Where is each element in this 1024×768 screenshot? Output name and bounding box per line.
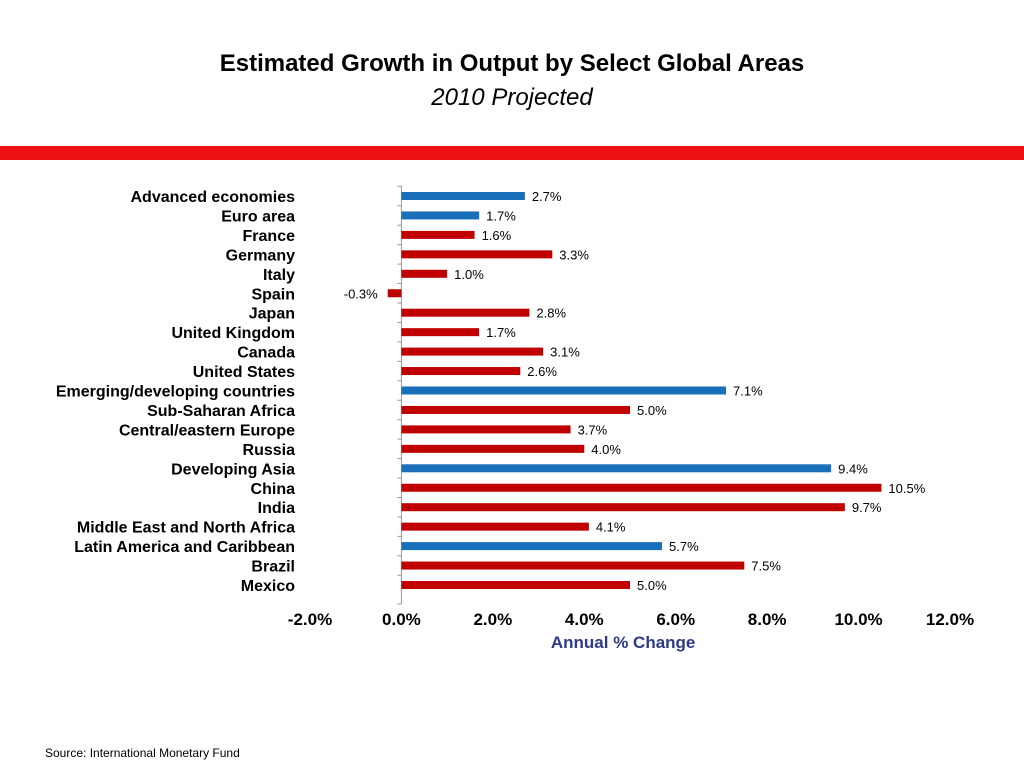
bar bbox=[401, 444, 585, 453]
category-label: United Kingdom bbox=[171, 325, 295, 342]
bar bbox=[401, 483, 882, 492]
category-label: Central/eastern Europe bbox=[119, 422, 295, 439]
chart-subtitle: 2010 Projected bbox=[431, 84, 593, 111]
x-tick-label: 12.0% bbox=[926, 610, 974, 629]
chart-title: Estimated Growth in Output by Select Glo… bbox=[219, 50, 805, 77]
bar bbox=[401, 308, 530, 317]
bar bbox=[401, 522, 589, 531]
bar bbox=[401, 269, 448, 278]
source-note: Source: International Monetary Fund bbox=[45, 746, 240, 760]
bar bbox=[401, 347, 544, 356]
x-tick-label: 0.0% bbox=[382, 610, 421, 629]
data-label: 4.1% bbox=[596, 520, 626, 535]
data-label: 7.1% bbox=[733, 384, 763, 399]
data-label: 1.6% bbox=[482, 228, 512, 243]
x-tick-label: 10.0% bbox=[834, 610, 882, 629]
x-tick-label: 2.0% bbox=[473, 610, 512, 629]
category-label: Mexico bbox=[241, 578, 295, 595]
data-label: 10.5% bbox=[888, 481, 925, 496]
data-label: -0.3% bbox=[344, 286, 378, 301]
x-tick-label: 4.0% bbox=[565, 610, 604, 629]
data-label: 2.8% bbox=[536, 306, 566, 321]
category-label: Brazil bbox=[251, 559, 295, 576]
bar bbox=[401, 328, 480, 337]
bar bbox=[401, 192, 525, 200]
category-label: Advanced economies bbox=[131, 189, 296, 206]
x-axis-title: Annual % Change bbox=[551, 633, 696, 652]
category-label: Italy bbox=[263, 267, 295, 284]
bar bbox=[401, 405, 630, 414]
category-label: Canada bbox=[237, 345, 295, 362]
bar bbox=[387, 289, 402, 298]
bar bbox=[401, 425, 571, 434]
red-divider-stripe bbox=[0, 146, 1024, 160]
bar bbox=[401, 542, 662, 551]
category-label: India bbox=[258, 500, 295, 517]
category-label: France bbox=[243, 228, 296, 245]
category-label: Germany bbox=[226, 247, 295, 264]
category-label: Spain bbox=[251, 286, 295, 303]
data-label: 1.0% bbox=[454, 267, 484, 282]
data-label: 5.0% bbox=[637, 403, 667, 418]
category-label: Sub-Saharan Africa bbox=[147, 403, 295, 420]
bar-chart: Advanced economies 2.7% Euro area 1.7% Franc… bbox=[56, 185, 974, 652]
category-label: Russia bbox=[243, 442, 296, 459]
data-label: 3.3% bbox=[559, 247, 589, 262]
bar bbox=[401, 561, 745, 570]
category-label: Emerging/developing countries bbox=[56, 384, 295, 401]
data-label: 1.7% bbox=[486, 325, 516, 340]
bar bbox=[401, 464, 832, 473]
bar bbox=[401, 386, 726, 395]
category-label: Euro area bbox=[221, 208, 295, 225]
data-label: 5.7% bbox=[669, 539, 699, 554]
category-label: Middle East and North Africa bbox=[77, 520, 295, 537]
x-tick-label: 6.0% bbox=[656, 610, 695, 629]
data-label: 5.0% bbox=[637, 578, 667, 593]
bar bbox=[401, 250, 553, 259]
bar bbox=[401, 230, 475, 239]
bar bbox=[401, 581, 630, 589]
data-label: 1.7% bbox=[486, 208, 516, 223]
data-label: 7.5% bbox=[751, 559, 781, 574]
data-label: 2.6% bbox=[527, 364, 557, 379]
x-tick-label: 8.0% bbox=[748, 610, 787, 629]
category-label: Developing Asia bbox=[171, 461, 295, 478]
category-label: Japan bbox=[249, 306, 295, 323]
data-label: 9.4% bbox=[838, 461, 868, 476]
bar bbox=[401, 211, 480, 220]
x-tick-label: -2.0% bbox=[288, 610, 332, 629]
data-label: 4.0% bbox=[591, 442, 621, 457]
category-label: Latin America and Caribbean bbox=[74, 539, 295, 556]
data-label: 3.7% bbox=[578, 422, 608, 437]
bar bbox=[401, 367, 521, 376]
data-label: 3.1% bbox=[550, 345, 580, 360]
bar bbox=[401, 503, 845, 512]
data-label: 9.7% bbox=[852, 500, 882, 515]
category-label: China bbox=[251, 481, 296, 498]
category-label: United States bbox=[193, 364, 295, 381]
data-label: 2.7% bbox=[532, 189, 562, 204]
